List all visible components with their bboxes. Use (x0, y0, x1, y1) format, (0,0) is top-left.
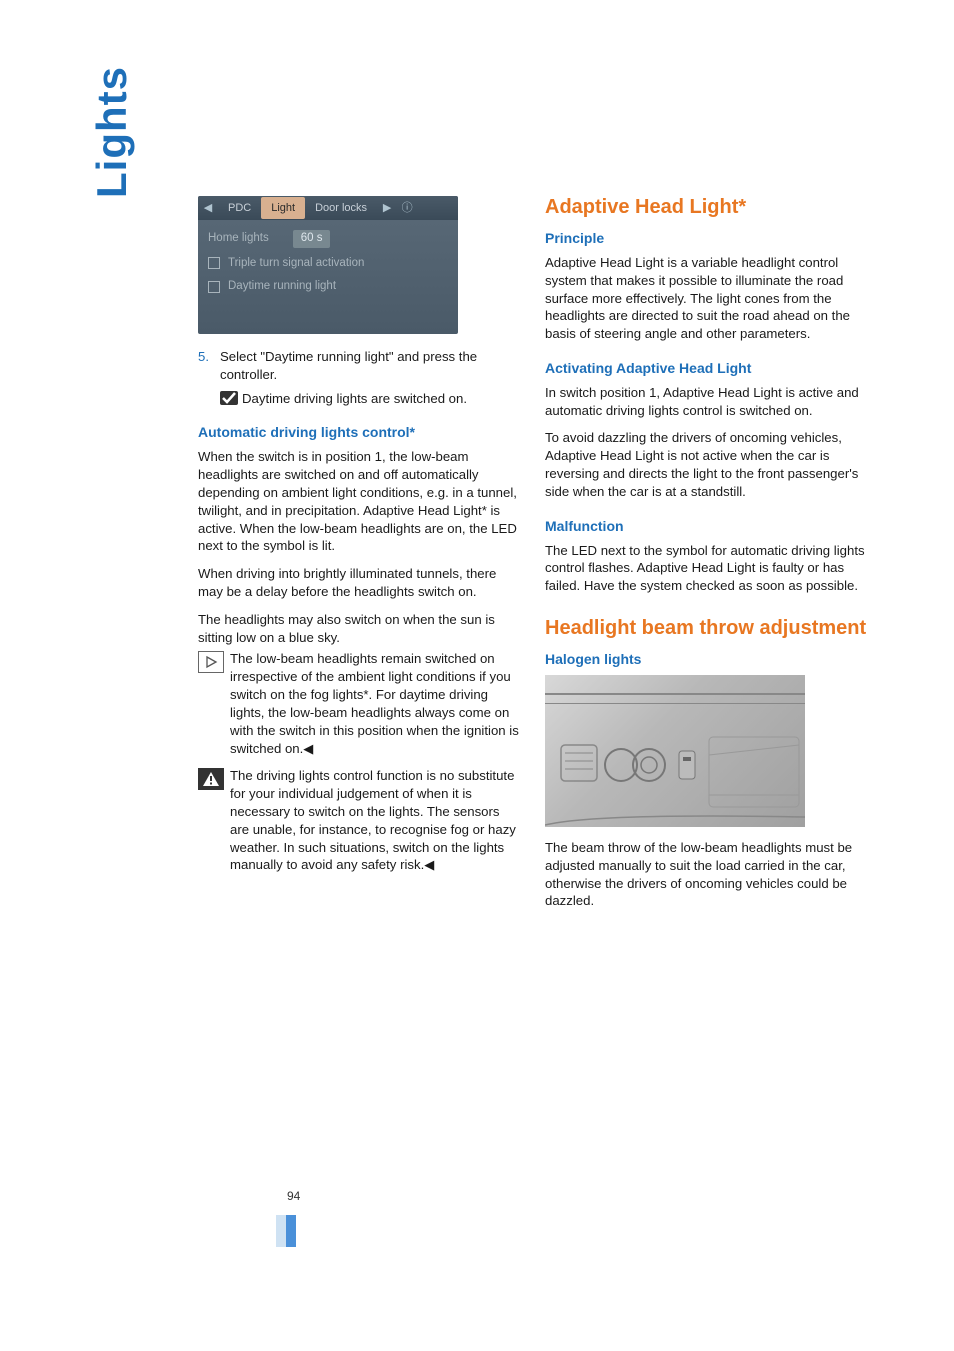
para-principle: Adaptive Head Light is a variable headli… (545, 254, 868, 343)
step-sub-text: Daytime driving lights are switched on. (242, 390, 467, 408)
warning-block: The driving lights control function is n… (198, 767, 521, 874)
tab-arrow-left-icon: ◀ (198, 201, 218, 216)
checkmark-icon (220, 390, 242, 408)
step-number: 5. (198, 348, 220, 384)
para-auto-3: The headlights may also switch on when t… (198, 611, 521, 647)
tab-light: Light (261, 197, 305, 220)
checkbox-icon (208, 281, 220, 293)
ss-triple-turn-label: Triple turn signal activation (228, 256, 364, 272)
tab-doorlocks: Door locks (305, 197, 377, 220)
warning-text: The driving lights control function is n… (230, 767, 521, 874)
left-column: ◀ PDC Light Door locks ▶ ⓘ Home lights 6… (198, 196, 521, 920)
ss-daytime-label: Daytime running light (228, 279, 336, 295)
ss-home-lights-label: Home lights (208, 231, 269, 247)
heading-activating: Activating Adaptive Head Light (545, 359, 868, 378)
heading-halogen: Halogen lights (545, 650, 868, 669)
para-auto-1: When the switch is in position 1, the lo… (198, 448, 521, 555)
page-marker-bars (276, 1215, 296, 1247)
step-text: Select "Daytime running light" and press… (220, 348, 521, 384)
tab-info-icon: ⓘ (397, 201, 417, 216)
checkbox-icon (208, 257, 220, 269)
page-content: ◀ PDC Light Door locks ▶ ⓘ Home lights 6… (198, 196, 868, 920)
tab-arrow-right-icon: ▶ (377, 201, 397, 216)
heading-malfunction: Malfunction (545, 517, 868, 536)
para-throw: The beam throw of the low-beam headlight… (545, 839, 868, 910)
step-5: 5. Select "Daytime running light" and pr… (198, 348, 521, 384)
para-activating-2: To avoid dazzling the drivers of oncomin… (545, 429, 868, 500)
para-activating-1: In switch position 1, Adaptive Head Ligh… (545, 384, 868, 420)
heading-adaptive: Adaptive Head Light* (545, 196, 868, 219)
para-auto-2: When driving into brightly illuminated t… (198, 565, 521, 601)
idrive-screenshot: ◀ PDC Light Door locks ▶ ⓘ Home lights 6… (198, 196, 458, 334)
note-triangle-icon (198, 651, 224, 673)
tab-pdc: PDC (218, 197, 261, 220)
note-block: The low-beam headlights remain switched … (198, 650, 521, 757)
page-number: 94 (287, 1189, 300, 1203)
heading-beam-throw: Headlight beam throw adjustment (545, 617, 868, 640)
note-text: The low-beam headlights remain switched … (230, 650, 521, 757)
para-malfunction: The LED next to the symbol for automatic… (545, 542, 868, 595)
dashboard-photo (545, 675, 805, 827)
right-column: Adaptive Head Light* Principle Adaptive … (545, 196, 868, 920)
heading-principle: Principle (545, 229, 868, 248)
warning-triangle-icon (198, 768, 224, 790)
step-5-sub: Daytime driving lights are switched on. (220, 390, 521, 408)
heading-auto-control: Automatic driving lights control* (198, 423, 521, 442)
ss-home-lights-value: 60 s (293, 230, 331, 248)
section-side-tab: Lights (88, 66, 136, 198)
